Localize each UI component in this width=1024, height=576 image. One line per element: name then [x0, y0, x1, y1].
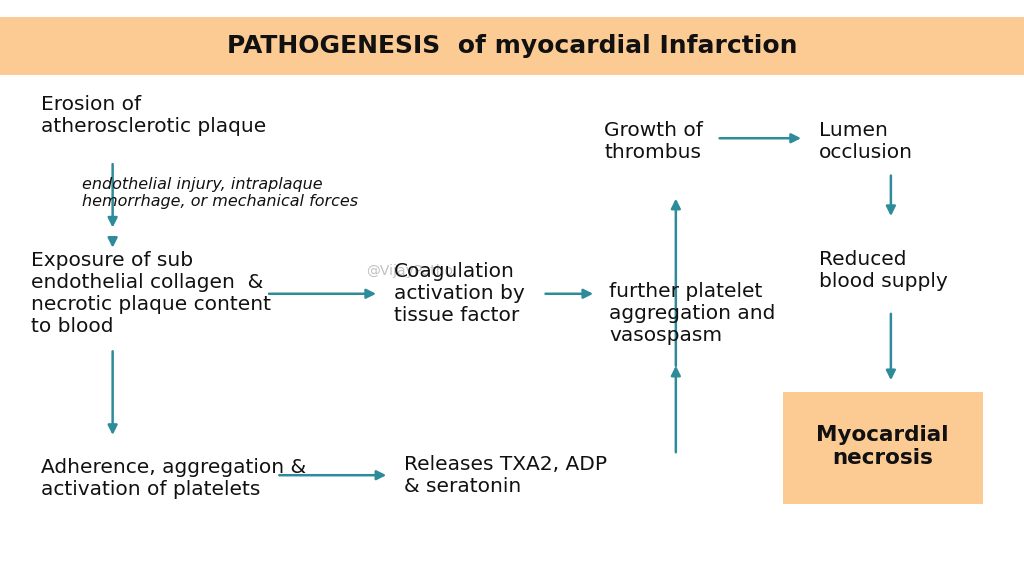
- FancyBboxPatch shape: [0, 17, 1024, 75]
- FancyBboxPatch shape: [783, 392, 983, 504]
- Text: Releases TXA2, ADP
& seratonin: Releases TXA2, ADP & seratonin: [404, 454, 607, 496]
- Text: Exposure of sub
endothelial collagen  &
necrotic plaque content
to blood: Exposure of sub endothelial collagen & n…: [31, 251, 270, 336]
- Text: @VijayPatho: @VijayPatho: [367, 264, 453, 278]
- Text: Coagulation
activation by
tissue factor: Coagulation activation by tissue factor: [394, 262, 525, 325]
- Text: Growth of
thrombus: Growth of thrombus: [604, 120, 703, 162]
- Text: Lumen
occlusion: Lumen occlusion: [819, 120, 913, 162]
- Text: further platelet
aggregation and
vasospasm: further platelet aggregation and vasospa…: [609, 282, 775, 346]
- Text: endothelial injury, intraplaque
hemorrhage, or mechanical forces: endothelial injury, intraplaque hemorrha…: [82, 177, 358, 209]
- Text: Myocardial
necrosis: Myocardial necrosis: [816, 425, 949, 468]
- Text: Reduced
blood supply: Reduced blood supply: [819, 250, 948, 291]
- Text: PATHOGENESIS  of myocardial Infarction: PATHOGENESIS of myocardial Infarction: [226, 34, 798, 58]
- Text: Erosion of
atherosclerotic plaque: Erosion of atherosclerotic plaque: [41, 94, 266, 136]
- Text: Adherence, aggregation &
activation of platelets: Adherence, aggregation & activation of p…: [41, 457, 306, 499]
